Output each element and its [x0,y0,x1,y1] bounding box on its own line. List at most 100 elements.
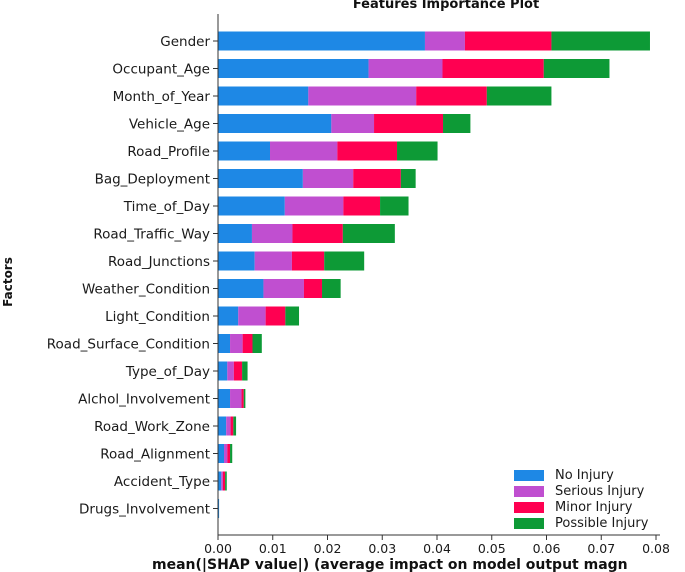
bar-segment [233,361,243,381]
legend-label: Possible Injury [555,516,649,531]
bar-segment [322,279,341,298]
x-tick-label: 0.08 [642,541,670,556]
category-label: Alchol_Involvement [78,392,210,408]
bar-segment [443,114,471,133]
bar-segment [218,251,255,271]
bar-segment [218,279,264,298]
bar-segment [270,141,338,161]
x-tick-label: 0.06 [533,541,561,556]
category-label: Road_Surface_Condition [47,337,210,353]
bar-segment [254,251,292,271]
legend-swatch [514,470,544,481]
bar-segment [308,86,417,106]
bar-segment [543,59,610,78]
x-tick-label: 0.01 [259,541,287,556]
bar-segment [218,141,271,161]
category-label: Vehicle_Age [129,117,210,133]
bar-segment [291,251,325,271]
category-labels: Gender Occupant_Age Month_of_Year Vehicle_A… [47,34,218,518]
bar-segment [263,279,304,298]
bar-segment [227,361,234,381]
bar-segment [238,306,266,326]
bar-segment [230,416,234,436]
bar-segment [230,444,233,463]
bar-segment [230,334,243,353]
bar-segment [292,224,343,243]
bar-segment [252,334,262,353]
bar-segment [242,361,248,381]
x-tick-label: 0.05 [478,541,506,556]
bar-segment [265,306,286,326]
bar-segment [218,471,222,491]
x-tick-label: 0.03 [368,541,396,556]
bar-segment [400,169,416,188]
bar-segment [221,471,223,491]
y-axis-title: Factors [1,257,15,307]
legend-label: No Injury [555,468,614,483]
bar-segment [368,59,443,78]
bar-segment [374,114,444,133]
bar-segment [224,444,228,463]
category-label: Type_of_Day [125,364,210,380]
category-label: Road_Profile [127,144,210,160]
bar-segment [303,279,323,298]
bar-segment [551,31,650,51]
category-label: Road_Traffic_Way [93,227,210,243]
legend-swatch [514,518,544,529]
x-tick-label: 0.02 [314,541,342,556]
x-axis-title: mean(|SHAP value|) (average impact on mo… [152,557,628,572]
bar-segment [218,59,369,78]
category-label: Drugs_Involvement [79,502,210,518]
bar-segment [222,471,226,491]
bar-segment [233,416,237,436]
x-tick-label: 0.07 [587,541,615,556]
chart-title: Features Importance Plot [353,0,539,12]
x-axis: 0.00 0.01 0.02 0.03 0.04 0.05 0.06 0.07 0.08 [204,14,670,556]
bar-segment [218,334,231,353]
bar-segment [218,499,220,518]
legend-swatch [514,502,544,513]
category-label: Month_of_Year [113,89,211,105]
bar-segment [227,444,231,463]
bar-group [218,31,650,518]
bar-segment [302,169,354,188]
bar-segment [486,86,552,106]
legend-swatch [514,486,544,497]
bar-segment [251,224,293,243]
x-tick-label: 0.04 [423,541,451,556]
category-label: Road_Alignment [100,447,210,463]
category-label: Time_of_Day [123,199,210,215]
bar-segment [337,141,398,161]
bar-segment [218,444,225,463]
bar-segment [353,169,401,188]
bar-segment [416,86,487,106]
bar-segment [342,224,395,243]
bar-segment [424,31,465,51]
bar-segment [218,31,425,51]
bar-segment [218,196,285,216]
bar-segment [225,471,227,491]
bar-segment [331,114,375,133]
category-label: Weather_Condition [82,282,210,298]
bar-segment [241,389,244,408]
bar-segment [324,251,365,271]
category-label: Road_Junctions [108,254,210,270]
bar-segment [380,196,409,216]
category-label: Occupant_Age [112,62,210,78]
bar-segment [284,196,344,216]
bar-segment [243,389,246,408]
category-label: Accident_Type [114,474,210,490]
bar-segment [218,416,227,436]
bar-segment [218,389,231,408]
bar-segment [226,416,231,436]
bar-segment [218,169,303,188]
bar-segment [218,306,239,326]
bar-segment [343,196,381,216]
bar-segment [218,224,252,243]
category-label: Bag_Deployment [95,172,210,188]
bar-segment [442,59,544,78]
category-label: Light_Condition [105,309,210,325]
bar-segment [218,114,332,133]
